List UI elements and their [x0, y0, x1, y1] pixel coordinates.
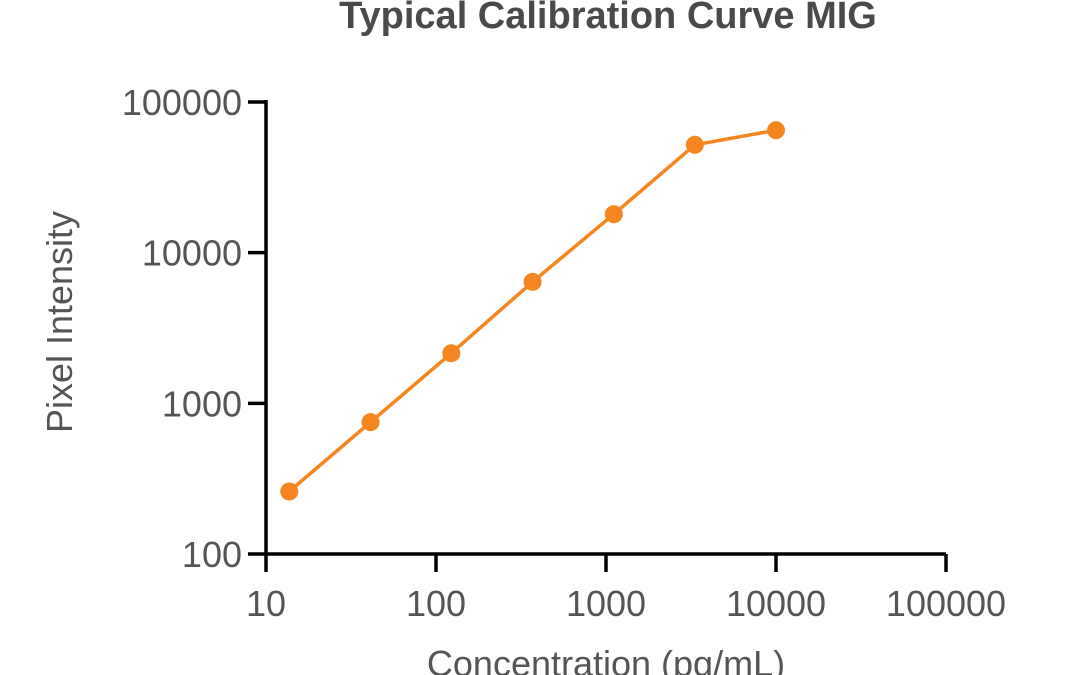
x-axis-label: Concentration (pg/mL) — [427, 643, 785, 675]
y-tick-label: 1000 — [162, 383, 242, 424]
y-tick-label: 100 — [182, 534, 242, 575]
series-layer — [280, 121, 785, 501]
series-line — [288, 128, 777, 493]
data-point — [442, 344, 461, 363]
x-tick-label: 1000 — [566, 583, 646, 624]
data-point — [280, 482, 299, 501]
x-tick-label: 100000 — [886, 583, 1006, 624]
y-axis-label: Pixel Intensity — [39, 211, 80, 433]
x-tick-label: 10000 — [726, 583, 826, 624]
data-point — [767, 121, 785, 140]
x-tick-label: 100 — [406, 583, 466, 624]
y-tick-label: 100000 — [122, 82, 242, 123]
x-tick-label: 10 — [246, 583, 286, 624]
y-tick-label: 10000 — [142, 233, 242, 274]
data-point — [685, 135, 704, 154]
chart-title: Typical Calibration Curve MIG — [339, 0, 877, 37]
x-axis-ticks: 10 100 1000 10000 100000 — [246, 554, 1006, 624]
y-axis-ticks: 100 1000 10000 100000 — [122, 82, 266, 575]
data-point — [523, 272, 542, 291]
data-point — [604, 205, 623, 224]
data-point — [361, 413, 380, 432]
